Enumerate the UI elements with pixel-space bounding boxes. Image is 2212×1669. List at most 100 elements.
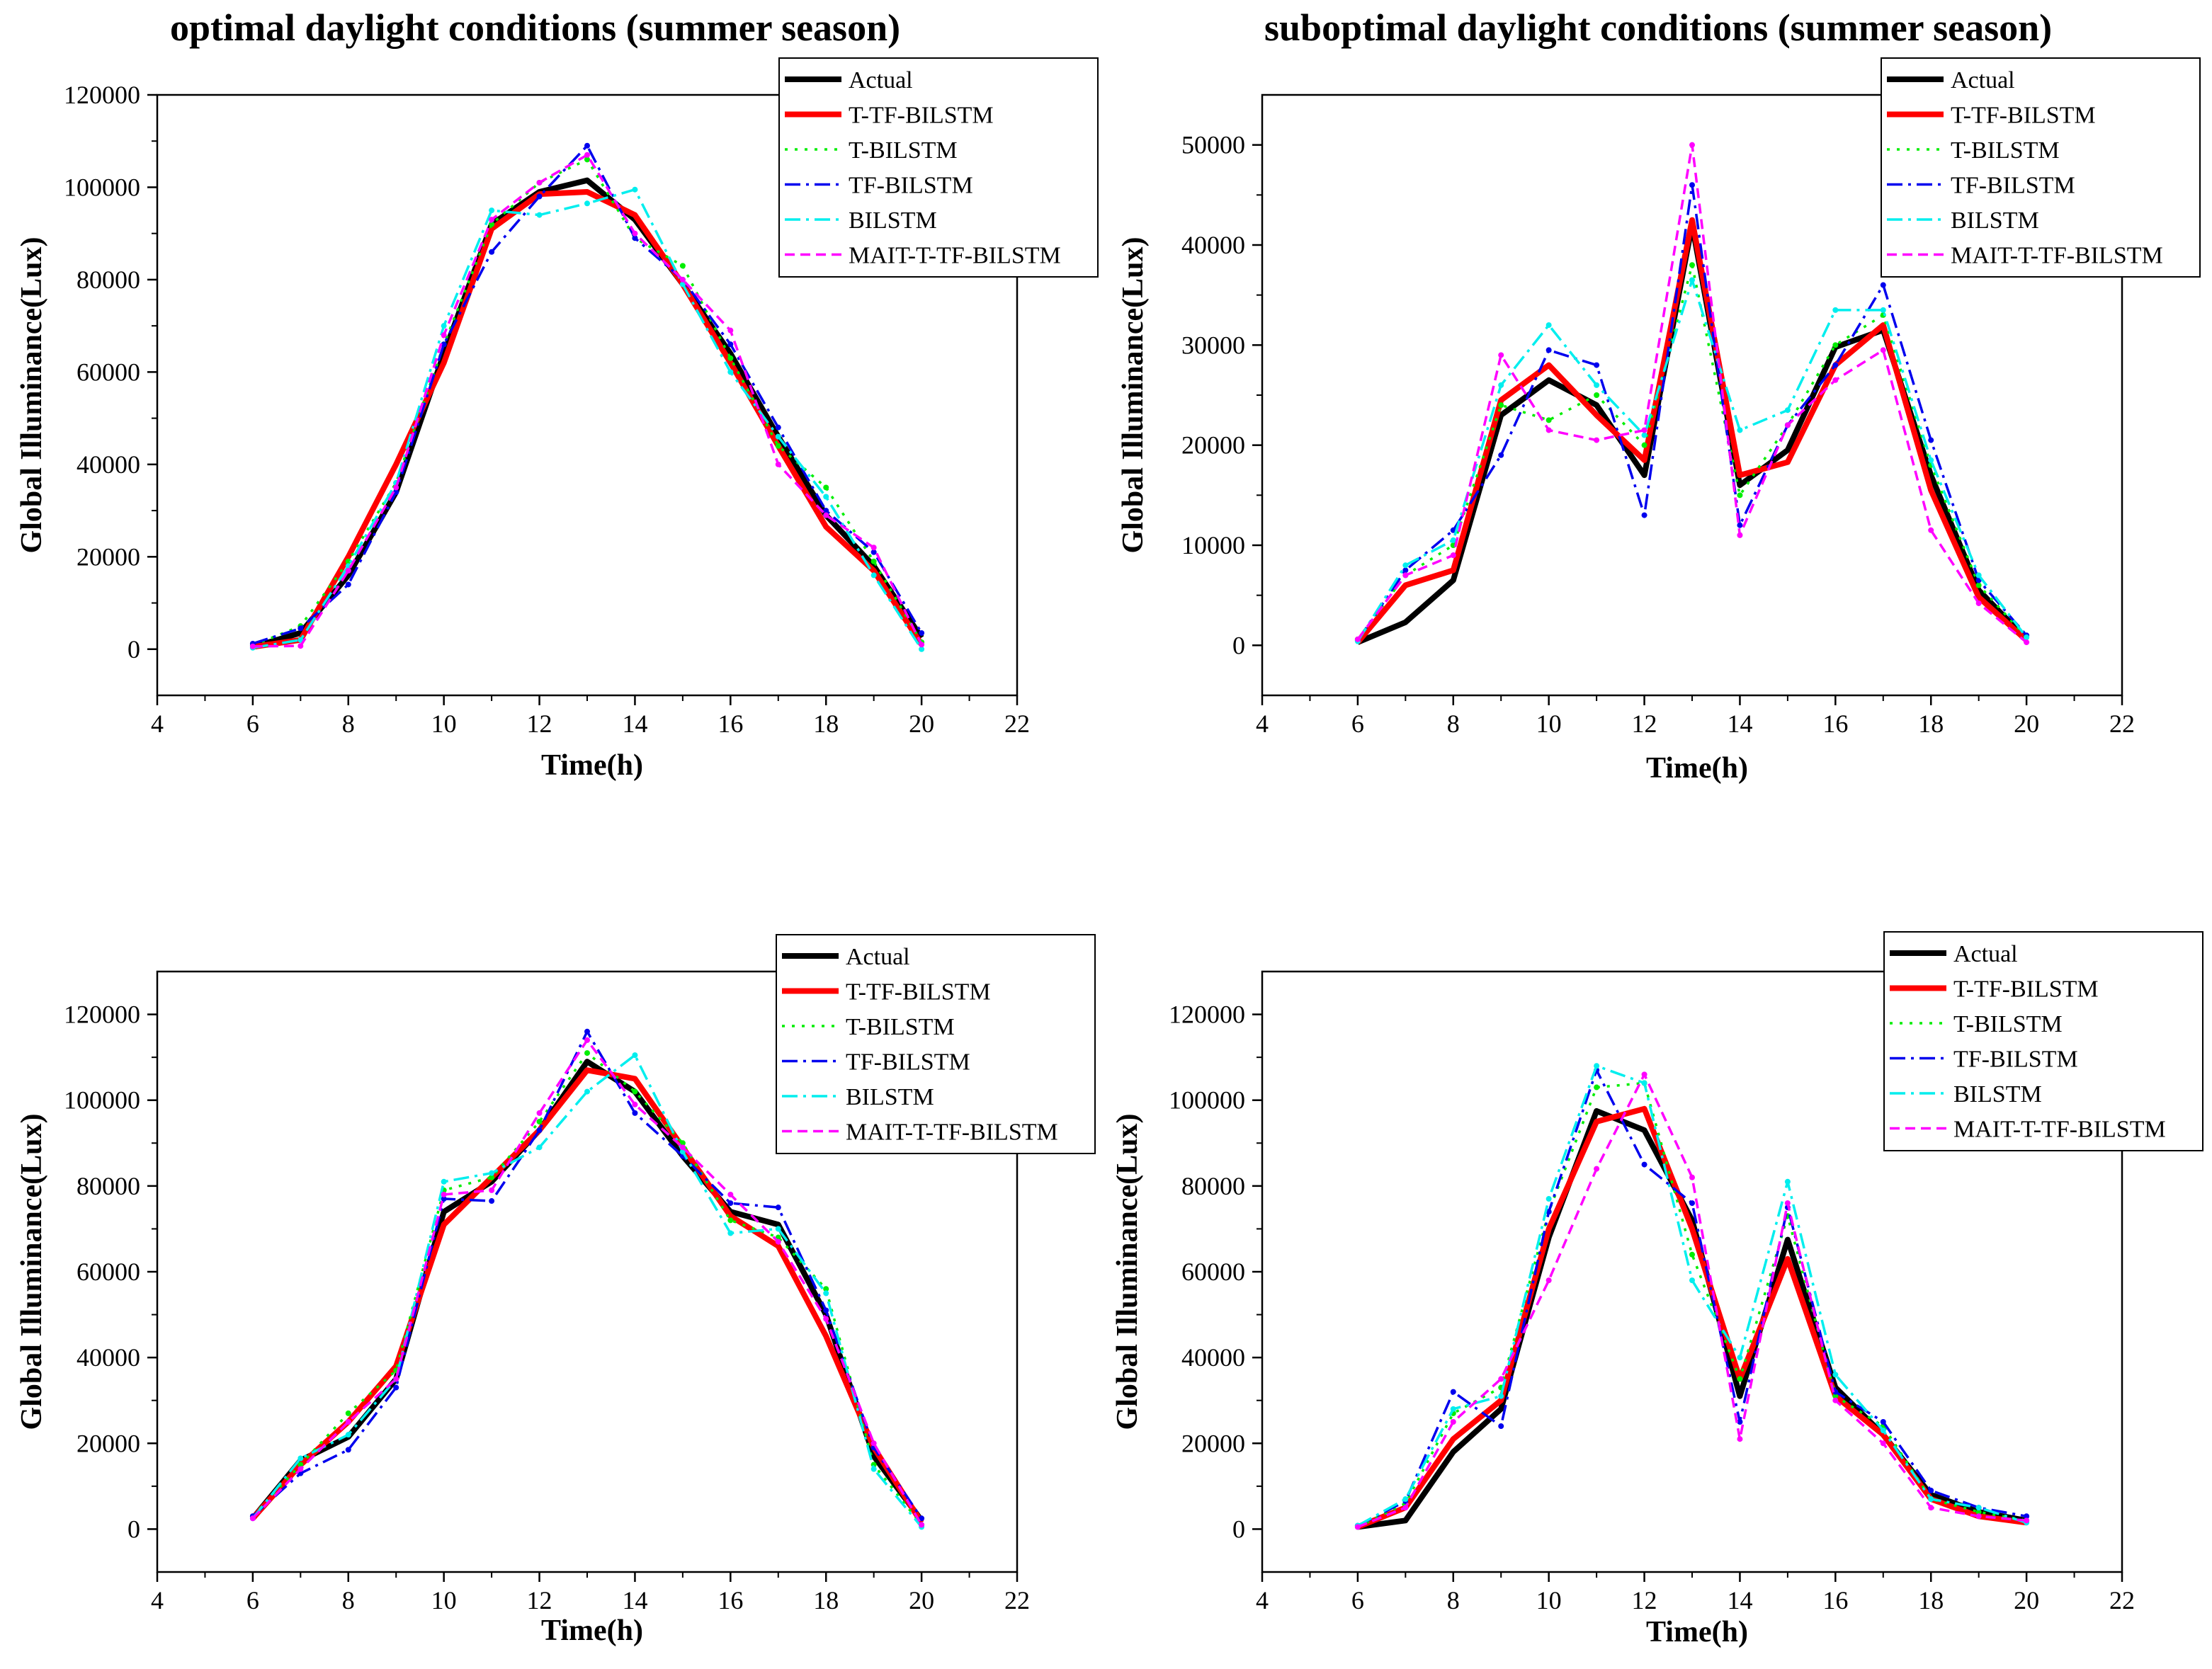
x-tick-label: 4 — [151, 1586, 164, 1614]
x-tick-label: 12 — [527, 710, 552, 738]
x-tick-label: 20 — [2014, 710, 2039, 738]
data-point-t-bilstm — [584, 156, 590, 163]
data-point-t-bilstm — [775, 443, 781, 449]
data-point-mait-t-tf-bilstm — [1641, 427, 1647, 433]
x-tick-label: 22 — [1004, 710, 1030, 738]
x-tick-label: 18 — [813, 1586, 839, 1614]
data-point-bilstm — [1450, 537, 1456, 543]
data-point-bilstm — [536, 212, 543, 218]
data-point-mait-t-tf-bilstm — [823, 512, 829, 518]
data-point-mait-t-tf-bilstm — [1928, 527, 1934, 533]
data-point-bilstm — [823, 1290, 829, 1297]
data-point-tf-bilstm — [1402, 567, 1409, 574]
data-point-t-bilstm — [1975, 582, 1982, 588]
data-point-mait-t-tf-bilstm — [489, 1187, 495, 1193]
data-point-mait-t-tf-bilstm — [489, 217, 495, 223]
data-point-t-bilstm — [489, 221, 495, 227]
y-tick-label: 60000 — [76, 1258, 140, 1286]
legend-label-bilstm: BILSTM — [1951, 207, 2039, 234]
data-point-bilstm — [584, 200, 590, 207]
data-point-t-bilstm — [870, 558, 877, 564]
data-point-t-bilstm — [727, 1217, 734, 1224]
series-line-actual — [1356, 222, 2029, 645]
data-point-tf-bilstm — [1498, 1423, 1504, 1430]
data-point-mait-t-tf-bilstm — [1784, 1200, 1791, 1207]
y-tick-label: 30000 — [1181, 331, 1245, 359]
legend: Actual T-TF-BILSTM T-BILSTM TF-BILSTM BILSTM… — [1883, 931, 2204, 1151]
data-point-mait-t-tf-bilstm — [1450, 552, 1456, 559]
legend-label-t-bilstm: T-BILSTM — [849, 137, 958, 164]
data-point-tf-bilstm — [1498, 452, 1504, 458]
data-point-tf-bilstm — [1450, 1389, 1456, 1395]
x-tick-label: 20 — [909, 710, 934, 738]
data-point-mait-t-tf-bilstm — [1975, 600, 1982, 606]
data-point-bilstm — [1402, 1496, 1409, 1503]
y-tick-label: 0 — [127, 1515, 140, 1543]
y-tick-label: 0 — [1232, 631, 1245, 659]
legend-label-t-tf-bilstm: T-TF-BILSTM — [846, 979, 991, 1006]
data-point-t-bilstm — [823, 484, 829, 491]
data-point-mait-t-tf-bilstm — [632, 230, 638, 237]
x-tick-label: 16 — [1822, 1586, 1848, 1614]
y-tick-label: 10000 — [1181, 531, 1245, 559]
data-point-bilstm — [1689, 1277, 1695, 1284]
data-point-t-bilstm — [1832, 342, 1839, 348]
x-tick-label: 22 — [2109, 710, 2135, 738]
y-tick-label: 40000 — [76, 1343, 140, 1372]
chart-title-optimal: optimal daylight conditions (summer seas… — [170, 6, 901, 49]
data-point-mait-t-tf-bilstm — [1545, 1277, 1552, 1284]
y-axis-label: Global Illuminance(Lux) — [16, 1114, 48, 1430]
data-point-mait-t-tf-bilstm — [297, 1466, 304, 1472]
data-point-mait-t-tf-bilstm — [1402, 572, 1409, 579]
data-point-tf-bilstm — [393, 1384, 399, 1391]
data-point-bilstm — [489, 1170, 495, 1176]
series-line-actual — [1357, 1107, 2027, 1530]
data-point-bilstm — [1498, 382, 1504, 388]
data-point-bilstm — [1928, 1496, 1934, 1503]
legend-label-t-bilstm: T-BILSTM — [1951, 137, 2060, 164]
data-point-tf-bilstm — [632, 235, 638, 241]
legend-box — [778, 57, 1099, 278]
data-point-tf-bilstm — [1928, 1487, 1934, 1493]
data-point-bilstm — [1832, 307, 1839, 313]
data-point-mait-t-tf-bilstm — [536, 1110, 543, 1116]
data-point-mait-t-tf-bilstm — [1498, 352, 1504, 358]
data-point-mait-t-tf-bilstm — [775, 1238, 781, 1245]
data-point-t-bilstm — [1737, 1376, 1743, 1382]
x-axis-label: Time(h) — [541, 749, 643, 782]
y-tick-label: 0 — [127, 635, 140, 663]
legend-label-tf-bilstm: TF-BILSTM — [849, 173, 973, 199]
x-tick-label: 4 — [151, 710, 164, 738]
data-point-tf-bilstm — [727, 341, 734, 348]
legend-label-bilstm: BILSTM — [849, 207, 937, 234]
data-point-bilstm — [632, 186, 638, 193]
data-point-mait-t-tf-bilstm — [919, 1522, 925, 1528]
data-point-mait-t-tf-bilstm — [1354, 636, 1361, 642]
data-point-tf-bilstm — [345, 581, 351, 588]
data-point-mait-t-tf-bilstm — [1737, 1436, 1743, 1442]
data-point-mait-t-tf-bilstm — [441, 1191, 447, 1197]
y-tick-label: 80000 — [76, 1172, 140, 1200]
legend-label-tf-bilstm: TF-BILSTM — [1951, 173, 2075, 199]
data-point-t-bilstm — [1641, 442, 1647, 448]
data-point-tf-bilstm — [584, 142, 590, 149]
data-point-tf-bilstm — [870, 549, 877, 555]
data-point-bilstm — [823, 494, 829, 500]
data-point-t-bilstm — [345, 558, 351, 564]
legend: Actual T-TF-BILSTM T-BILSTM TF-BILSTM BILSTM… — [778, 57, 1099, 278]
data-point-mait-t-tf-bilstm — [249, 643, 256, 649]
data-point-bilstm — [1832, 1372, 1839, 1378]
data-point-t-bilstm — [1498, 402, 1504, 409]
y-tick-label: 0 — [1232, 1515, 1245, 1543]
series-line-mait-t-tf-bilstm — [252, 154, 923, 648]
data-point-tf-bilstm — [584, 1028, 590, 1035]
legend-label-t-tf-bilstm: T-TF-BILSTM — [849, 103, 994, 129]
data-point-mait-t-tf-bilstm — [2024, 1517, 2030, 1524]
legend-label-mait-t-tf-bilstm: MAIT-T-TF-BILSTM — [846, 1120, 1058, 1146]
data-point-bilstm — [1784, 407, 1791, 414]
data-point-tf-bilstm — [1545, 347, 1552, 353]
data-point-bilstm — [727, 369, 734, 375]
y-tick-label: 20000 — [76, 542, 140, 571]
y-axis-label: Global Illuminance(Lux) — [1111, 1114, 1144, 1430]
x-tick-label: 20 — [2014, 1586, 2039, 1614]
